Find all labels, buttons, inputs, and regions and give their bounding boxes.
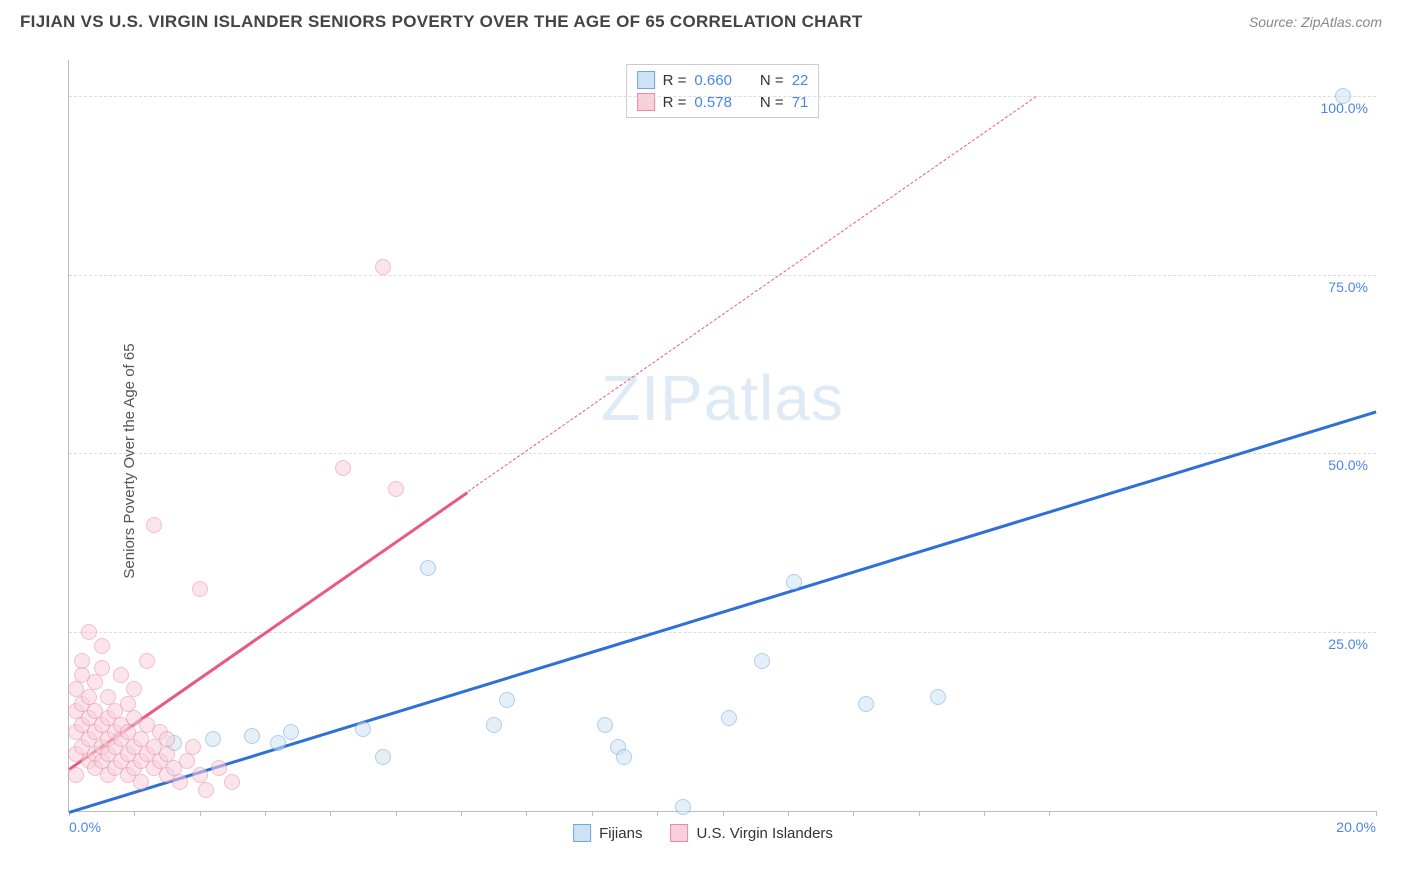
x-tick-mark [265, 811, 266, 816]
data-point [224, 774, 240, 790]
data-point [486, 717, 502, 733]
trendline [69, 411, 1377, 814]
data-point [68, 767, 84, 783]
legend-item: U.S. Virgin Islanders [670, 824, 832, 842]
watermark-bold: ZIP [601, 362, 704, 434]
data-point [94, 660, 110, 676]
data-point [930, 689, 946, 705]
y-tick-label: 75.0% [1328, 279, 1368, 295]
legend-label: Fijians [599, 825, 642, 842]
x-tick-mark [134, 811, 135, 816]
data-point [675, 799, 691, 815]
data-point [139, 653, 155, 669]
data-point [786, 574, 802, 590]
data-point [179, 753, 195, 769]
chart-title: FIJIAN VS U.S. VIRGIN ISLANDER SENIORS P… [20, 12, 863, 32]
data-point [133, 774, 149, 790]
r-label: R = [663, 72, 687, 89]
data-point [270, 735, 286, 751]
data-point [113, 667, 129, 683]
data-point [211, 760, 227, 776]
data-point [499, 692, 515, 708]
data-point [335, 460, 351, 476]
x-tick-mark [1376, 811, 1377, 816]
legend-item: Fijians [573, 824, 642, 842]
n-value: 22 [792, 72, 809, 89]
x-tick-mark [200, 811, 201, 816]
x-tick-mark [788, 811, 789, 816]
data-point [754, 653, 770, 669]
x-tick-label: 0.0% [69, 819, 101, 835]
data-point [388, 481, 404, 497]
x-tick-mark [919, 811, 920, 816]
data-point [597, 717, 613, 733]
data-point [616, 749, 632, 765]
n-label: N = [760, 72, 784, 89]
data-point [126, 681, 142, 697]
data-point [283, 724, 299, 740]
x-tick-mark [657, 811, 658, 816]
x-tick-mark [592, 811, 593, 816]
data-point [375, 259, 391, 275]
data-point [244, 728, 260, 744]
source-name: ZipAtlas.com [1301, 14, 1382, 30]
data-point [185, 739, 201, 755]
watermark-thin: atlas [704, 362, 844, 434]
trendline-extrapolated [467, 96, 1036, 492]
x-tick-mark [984, 811, 985, 816]
data-point [858, 696, 874, 712]
chart-container: Seniors Poverty Over the Age of 65 ZIPat… [20, 50, 1386, 872]
data-point [721, 710, 737, 726]
legend-swatch [637, 71, 655, 89]
x-tick-mark [330, 811, 331, 816]
legend: Fijians U.S. Virgin Islanders [573, 824, 833, 842]
data-point [375, 749, 391, 765]
legend-swatch [670, 824, 688, 842]
x-tick-label: 20.0% [1336, 819, 1376, 835]
stats-row: R = 0.660 N = 22 [637, 69, 809, 91]
x-tick-mark [1049, 811, 1050, 816]
data-point [1335, 88, 1351, 104]
plot-area: ZIPatlas R = 0.660 N = 22 R =0.578N =71 25.0… [68, 60, 1376, 812]
gridline [69, 275, 1376, 276]
data-point [355, 721, 371, 737]
data-point [146, 517, 162, 533]
gridline [69, 96, 1376, 97]
x-tick-mark [853, 811, 854, 816]
data-point [159, 731, 175, 747]
source-attribution: Source: ZipAtlas.com [1249, 14, 1382, 30]
r-value: 0.660 [694, 72, 732, 89]
data-point [74, 653, 90, 669]
data-point [192, 581, 208, 597]
legend-swatch [573, 824, 591, 842]
legend-label: U.S. Virgin Islanders [696, 825, 832, 842]
data-point [172, 774, 188, 790]
stats-row: R =0.578N =71 [637, 91, 809, 113]
y-tick-label: 50.0% [1328, 457, 1368, 473]
data-point [81, 624, 97, 640]
correlation-stats-box: R = 0.660 N = 22 R =0.578N =71 [626, 64, 820, 118]
x-tick-mark [396, 811, 397, 816]
data-point [198, 782, 214, 798]
data-point [420, 560, 436, 576]
gridline [69, 453, 1376, 454]
data-point [87, 674, 103, 690]
x-tick-mark [526, 811, 527, 816]
source-prefix: Source: [1249, 14, 1301, 30]
x-tick-mark [723, 811, 724, 816]
x-tick-mark [461, 811, 462, 816]
data-point [205, 731, 221, 747]
y-tick-label: 25.0% [1328, 636, 1368, 652]
data-point [94, 638, 110, 654]
